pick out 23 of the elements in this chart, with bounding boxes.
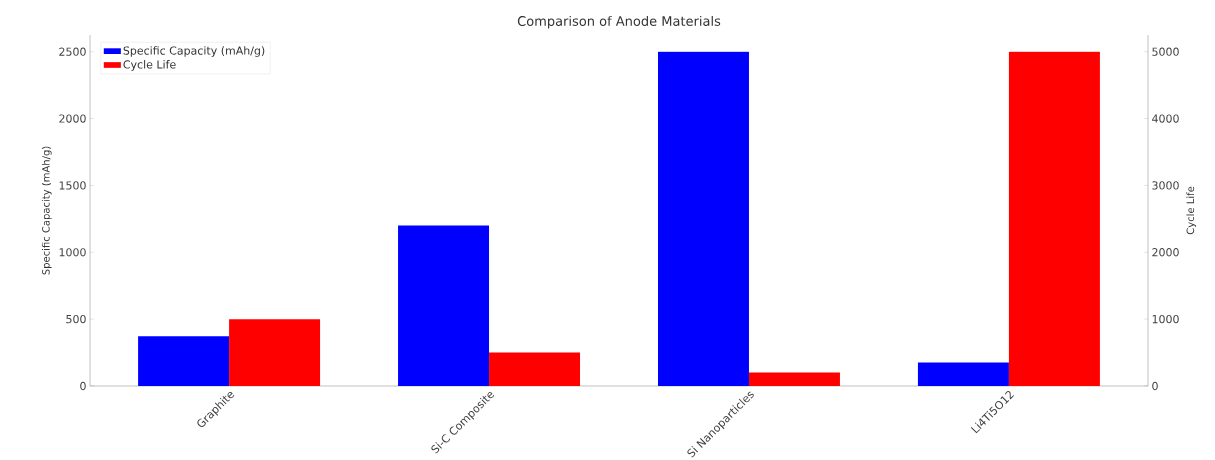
y-tick-label: 2000 [59, 114, 86, 123]
y-tick-label: 1500 [59, 181, 86, 190]
bar [657, 51, 749, 386]
bar [489, 352, 581, 386]
y2-tick-label: 0 [1152, 381, 1158, 391]
y2-axis-title: Cycle Life [1186, 186, 1197, 235]
y2-tick-label: 4000 [1152, 114, 1179, 123]
y-tick-label: 1000 [59, 248, 86, 257]
y2-tick-label: 3000 [1152, 181, 1179, 190]
bar [917, 362, 1009, 386]
chart-title: Comparison of Anode Materials [517, 15, 721, 29]
y-tick-label: 500 [66, 314, 86, 324]
y-tick-label: 0 [80, 381, 86, 391]
bar [398, 225, 490, 386]
y-tick-label: 2500 [59, 47, 86, 56]
y-axis-title: Specific Capacity (mAh/g) [41, 146, 52, 275]
y2-tick-label: 2000 [1152, 248, 1179, 257]
legend-label: Specific Capacity (mAh/g) [123, 46, 265, 57]
y2-tick-label: 5000 [1152, 47, 1179, 56]
legend-label: Cycle Life [123, 60, 176, 71]
bar [1008, 51, 1100, 386]
bar [748, 372, 840, 386]
y2-tick-label: 1000 [1152, 314, 1179, 324]
